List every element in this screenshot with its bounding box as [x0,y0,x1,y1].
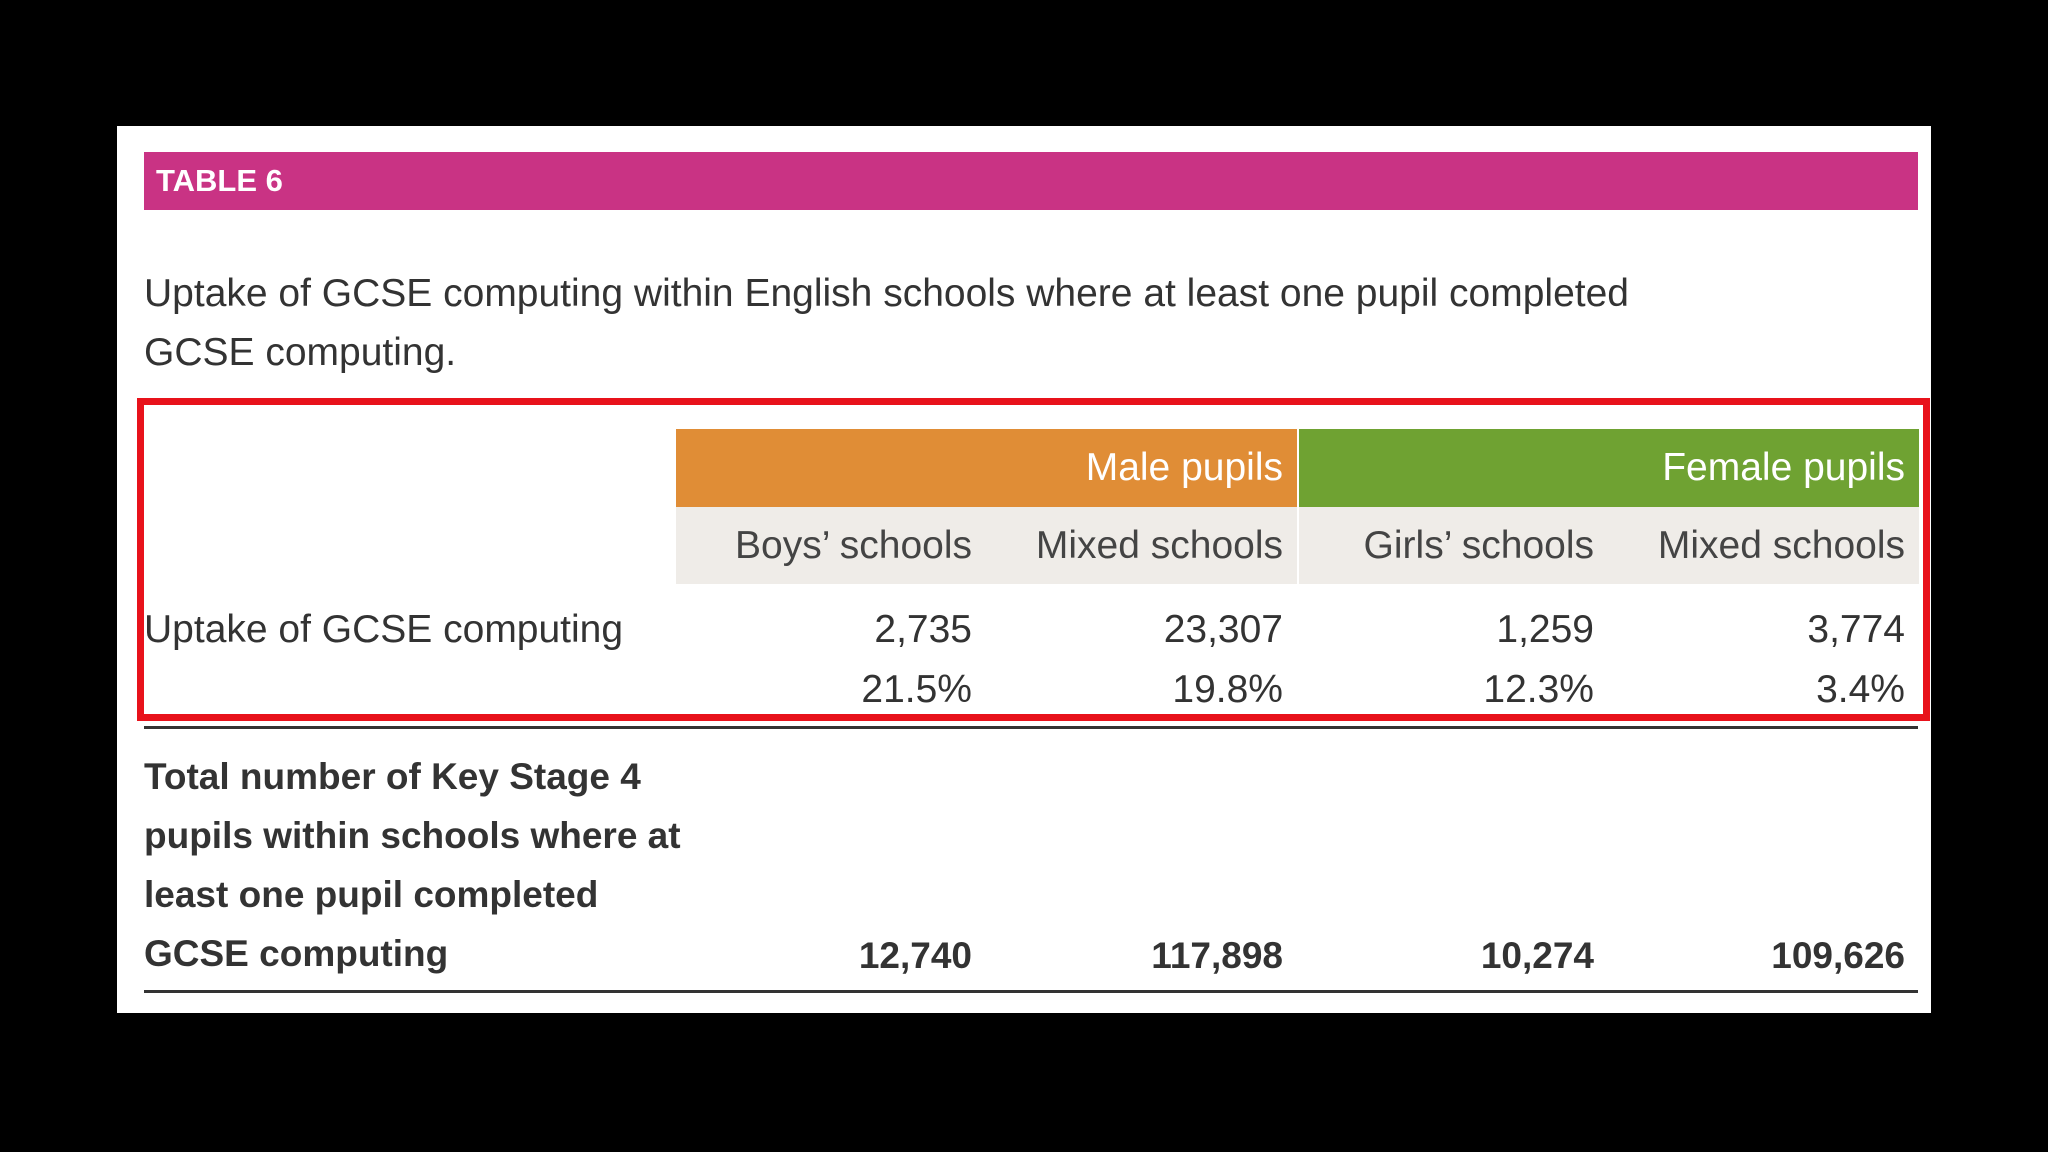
group-divider [1297,429,1299,584]
table-rule-bottom [144,990,1918,993]
table-rule-top [144,726,1918,729]
total-male-mixed: 117,898 [1151,935,1283,976]
table-banner: TABLE 6 [144,152,1918,210]
female-pupils-header: Female pupils [1298,429,1919,507]
total-female-mixed: 109,626 [1771,935,1905,976]
total-boys: 12,740 [858,935,972,976]
col-header-male-mixed-schools: Mixed schools [986,507,1297,584]
col-header-female-mixed-schools: Mixed schools [1608,507,1919,584]
uptake-count-girls: 1,259 [1496,608,1594,651]
uptake-percent-male-mixed: 19.8% [1172,668,1283,711]
total-row-label: Total number of Key Stage 4 pupils withi… [144,756,681,974]
total-girls: 10,274 [1480,935,1594,976]
uptake-percent-boys: 21.5% [861,668,972,711]
col-header-boys-schools: Boys’ schools [676,507,986,584]
table-caption: Uptake of GCSE computing within English … [144,272,1629,374]
uptake-count-female-mixed: 3,774 [1807,608,1905,651]
document-page: TABLE 6 Uptake of GCSE computing within … [117,126,1931,1013]
uptake-percent-girls: 12.3% [1483,668,1594,711]
uptake-percent-female-mixed: 3.4% [1816,668,1905,711]
uptake-row-label: Uptake of GCSE computing [144,608,624,651]
uptake-count-boys: 2,735 [874,608,972,651]
uptake-count-male-mixed: 23,307 [1163,608,1283,651]
male-pupils-header: Male pupils [676,429,1297,507]
col-header-girls-schools: Girls’ schools [1298,507,1608,584]
highlight-box [137,398,1930,721]
